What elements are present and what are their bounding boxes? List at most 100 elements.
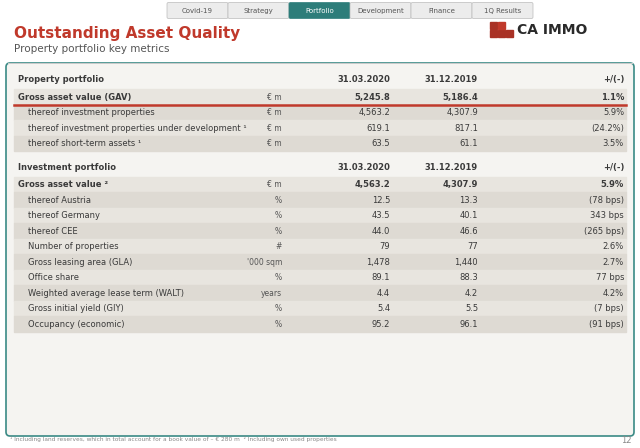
Text: 13.3: 13.3: [460, 196, 478, 205]
Text: Development: Development: [357, 8, 404, 14]
Bar: [14, 208, 626, 224]
Text: Property portfolio: Property portfolio: [18, 75, 104, 84]
FancyBboxPatch shape: [228, 3, 289, 18]
Text: 63.5: 63.5: [371, 139, 390, 148]
Text: 343 bps: 343 bps: [590, 211, 624, 220]
Bar: [14, 177, 626, 193]
Text: 5,186.4: 5,186.4: [442, 93, 478, 102]
Text: 817.1: 817.1: [454, 124, 478, 133]
FancyBboxPatch shape: [167, 3, 228, 18]
Text: %: %: [275, 273, 282, 282]
Bar: [14, 285, 626, 301]
Text: 40.1: 40.1: [460, 211, 478, 220]
Text: 4,307.9: 4,307.9: [443, 180, 478, 189]
Text: thereof investment properties under development ¹: thereof investment properties under deve…: [28, 124, 246, 133]
Text: +/(-): +/(-): [603, 75, 624, 84]
Text: € m: € m: [268, 93, 282, 102]
Bar: [490, 22, 497, 29]
Text: thereof Germany: thereof Germany: [28, 211, 100, 220]
Bar: [506, 30, 513, 37]
Text: 4,563.2: 4,563.2: [358, 108, 390, 117]
Text: (7 bps): (7 bps): [595, 304, 624, 313]
Text: 95.2: 95.2: [372, 320, 390, 329]
Text: %: %: [275, 196, 282, 205]
Text: 4.4: 4.4: [377, 289, 390, 298]
Bar: [14, 121, 626, 136]
Bar: [14, 316, 626, 332]
Text: Property portfolio key metrics: Property portfolio key metrics: [14, 44, 170, 54]
Text: 4,307.9: 4,307.9: [446, 108, 478, 117]
Text: 77: 77: [467, 242, 478, 251]
Text: € m: € m: [268, 124, 282, 133]
Text: 46.6: 46.6: [460, 227, 478, 236]
Bar: [14, 270, 626, 285]
Text: Gross asset value (GAV): Gross asset value (GAV): [18, 93, 131, 102]
Text: 2.6%: 2.6%: [603, 242, 624, 251]
Text: 12.5: 12.5: [372, 196, 390, 205]
Bar: [14, 224, 626, 239]
Text: 3.5%: 3.5%: [603, 139, 624, 148]
Text: 96.1: 96.1: [460, 320, 478, 329]
Text: 1.1%: 1.1%: [600, 93, 624, 102]
Text: Investment portfolio: Investment portfolio: [18, 163, 116, 172]
Text: %: %: [275, 211, 282, 220]
Text: +/(-): +/(-): [603, 163, 624, 172]
Text: Weighted average lease term (WALT): Weighted average lease term (WALT): [28, 289, 184, 298]
Text: 5.4: 5.4: [377, 304, 390, 313]
Text: 12: 12: [621, 436, 632, 445]
Text: thereof investment properties: thereof investment properties: [28, 108, 155, 117]
Bar: [14, 136, 626, 151]
Text: € m: € m: [268, 139, 282, 148]
Bar: [498, 30, 505, 37]
Bar: [490, 30, 497, 37]
Text: %: %: [275, 304, 282, 313]
Text: 43.5: 43.5: [371, 211, 390, 220]
Text: thereof short-term assets ¹: thereof short-term assets ¹: [28, 139, 141, 148]
Text: 4.2%: 4.2%: [603, 289, 624, 298]
Text: Strategy: Strategy: [244, 8, 273, 14]
FancyBboxPatch shape: [472, 3, 533, 18]
Text: 61.1: 61.1: [460, 139, 478, 148]
FancyBboxPatch shape: [289, 3, 350, 18]
Text: Number of properties: Number of properties: [28, 242, 118, 251]
Text: Gross leasing area (GLA): Gross leasing area (GLA): [28, 258, 132, 267]
Text: 5.5: 5.5: [465, 304, 478, 313]
Text: 1Q Results: 1Q Results: [484, 8, 521, 14]
Text: CA IMMO: CA IMMO: [517, 23, 588, 37]
Text: 4.2: 4.2: [465, 289, 478, 298]
Bar: [14, 301, 626, 316]
Text: Portfolio: Portfolio: [305, 8, 334, 14]
Text: 89.1: 89.1: [371, 273, 390, 282]
Bar: [14, 193, 626, 208]
Text: 5.9%: 5.9%: [603, 108, 624, 117]
Text: Gross asset value ²: Gross asset value ²: [18, 180, 108, 189]
Text: 619.1: 619.1: [366, 124, 390, 133]
Text: thereof Austria: thereof Austria: [28, 196, 91, 205]
FancyBboxPatch shape: [6, 63, 634, 436]
Text: (265 bps): (265 bps): [584, 227, 624, 236]
Text: #: #: [276, 242, 282, 251]
Bar: [14, 239, 626, 254]
Text: Office share: Office share: [28, 273, 79, 282]
FancyBboxPatch shape: [411, 3, 472, 18]
Text: 31.03.2020: 31.03.2020: [337, 75, 390, 84]
Text: € m: € m: [268, 108, 282, 117]
Text: %: %: [275, 227, 282, 236]
Bar: [14, 90, 626, 105]
Text: Outstanding Asset Quality: Outstanding Asset Quality: [14, 26, 240, 41]
Text: 44.0: 44.0: [372, 227, 390, 236]
Text: Gross initial yield (GIY): Gross initial yield (GIY): [28, 304, 124, 313]
Bar: [14, 105, 626, 121]
Text: 4,563.2: 4,563.2: [355, 180, 390, 189]
Text: (78 bps): (78 bps): [589, 196, 624, 205]
FancyBboxPatch shape: [350, 3, 411, 18]
Bar: [498, 22, 505, 29]
Text: 5,245.8: 5,245.8: [355, 93, 390, 102]
Text: '000 sqm: '000 sqm: [246, 258, 282, 267]
Text: 31.03.2020: 31.03.2020: [337, 163, 390, 172]
Text: thereof CEE: thereof CEE: [28, 227, 77, 236]
Text: 31.12.2019: 31.12.2019: [425, 75, 478, 84]
Text: 31.12.2019: 31.12.2019: [425, 163, 478, 172]
Text: %: %: [275, 320, 282, 329]
Text: Covid-19: Covid-19: [182, 8, 213, 14]
